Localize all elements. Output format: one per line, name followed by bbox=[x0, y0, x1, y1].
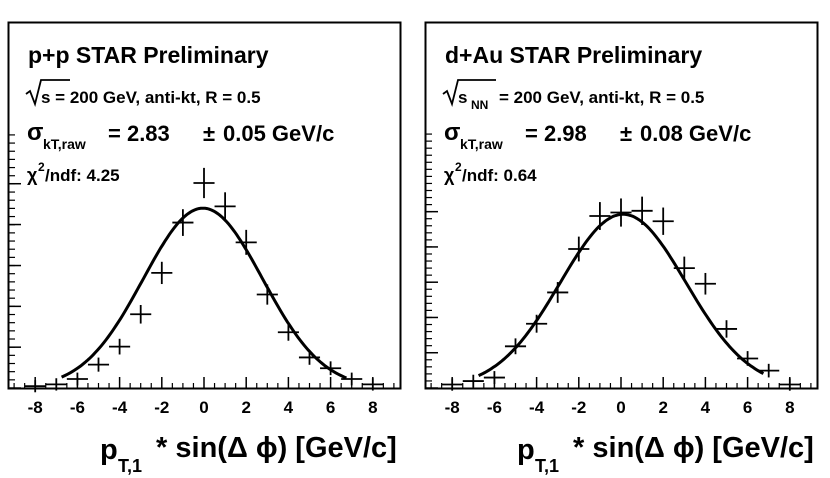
data-point bbox=[130, 304, 152, 324]
data-point bbox=[66, 372, 88, 386]
data-point bbox=[504, 338, 527, 355]
x-tick-label: 4 bbox=[701, 398, 711, 417]
data-point bbox=[589, 202, 611, 230]
data-point bbox=[87, 357, 110, 372]
pp-axes: -8 -6 -4 -2 0 2 4 6 8 bbox=[9, 134, 395, 417]
data-point bbox=[715, 320, 738, 338]
pp-chi2-label: χ 2 /ndf: 4.25 bbox=[27, 160, 120, 185]
fit-curve bbox=[477, 212, 765, 377]
pp-sigma-label: σ kT,raw = 2.83 ± 0.05 GeV/c bbox=[27, 119, 334, 152]
pp-sigma-sub: kT,raw bbox=[43, 136, 86, 152]
pp-data-marks bbox=[24, 167, 384, 393]
x-tick-label: -2 bbox=[154, 398, 169, 417]
x-tick-label: 8 bbox=[368, 398, 377, 417]
sqrt-icon bbox=[442, 79, 496, 107]
dau-chi2-symbol: χ bbox=[444, 165, 455, 185]
data-point bbox=[362, 378, 384, 391]
dau-energy-label: s NN = 200 GeV, anti-kt, R = 0.5 bbox=[442, 79, 704, 112]
x-tick-label: -8 bbox=[28, 398, 43, 417]
dau-sigma-label: σ kT,raw = 2.98 ± 0.08 GeV/c bbox=[444, 119, 751, 152]
data-point bbox=[694, 272, 716, 295]
pp-xlabel-p: p bbox=[100, 434, 118, 466]
dau-axes: -8 -6 -4 -2 0 2 4 6 8 bbox=[426, 133, 812, 417]
x-tick-label: -6 bbox=[487, 398, 502, 417]
dau-chi2-text: /ndf: 0.64 bbox=[462, 166, 537, 185]
pp-frame bbox=[7, 21, 402, 390]
data-point bbox=[779, 378, 801, 391]
dau-energy-text: = 200 GeV, anti-kt, R = 0.5 bbox=[499, 88, 704, 107]
x-tick-label: -6 bbox=[70, 398, 85, 417]
dau-chi2-sup: 2 bbox=[455, 160, 462, 174]
sqrt-icon bbox=[25, 79, 70, 107]
data-point bbox=[320, 361, 342, 376]
x-tick-label: 6 bbox=[743, 398, 752, 417]
dau-xlabel-sub: T,1 bbox=[535, 456, 559, 476]
data-point bbox=[277, 323, 299, 341]
data-point bbox=[673, 256, 695, 280]
x-tick-label: 6 bbox=[326, 398, 335, 417]
data-point bbox=[568, 236, 590, 262]
pp-chi2-text: /ndf: 4.25 bbox=[45, 166, 120, 185]
x-tick-label: 2 bbox=[241, 398, 250, 417]
pp-sigma-pm: ± bbox=[203, 121, 215, 146]
data-point bbox=[526, 314, 548, 333]
data-point bbox=[652, 207, 674, 235]
pp-chi2-sup: 2 bbox=[38, 160, 45, 174]
dau-energy-s: s bbox=[458, 88, 467, 107]
data-point bbox=[214, 192, 236, 221]
x-tick-label: 4 bbox=[284, 398, 294, 417]
data-point bbox=[631, 196, 653, 225]
data-point bbox=[758, 363, 780, 378]
dau-sigma-symbol: σ bbox=[444, 119, 460, 146]
data-point bbox=[610, 198, 632, 227]
x-tick-label: 2 bbox=[658, 398, 667, 417]
data-point bbox=[298, 350, 321, 365]
x-tick-label: -4 bbox=[112, 398, 128, 417]
dau-chi2-label: χ 2 /ndf: 0.64 bbox=[444, 160, 537, 185]
x-tick-label: 0 bbox=[616, 398, 625, 417]
data-point bbox=[462, 374, 484, 388]
data-point bbox=[441, 378, 463, 391]
x-tick-label: -2 bbox=[571, 398, 586, 417]
pp-xlabel-sub: T,1 bbox=[118, 456, 142, 476]
pp-energy-text: s = 200 GeV, anti-kt, R = 0.5 bbox=[41, 88, 261, 107]
dau-sigma-value: = 2.98 bbox=[525, 121, 587, 146]
dau-xlabel-rest: * sin(Δ ϕ) [GeV/c] bbox=[565, 432, 814, 464]
dau-xlabel-p: p bbox=[517, 434, 535, 466]
fit-curve bbox=[60, 206, 347, 380]
data-point bbox=[547, 282, 569, 303]
pp-energy-label: s = 200 GeV, anti-kt, R = 0.5 bbox=[25, 79, 261, 107]
dau-data-marks bbox=[441, 196, 801, 391]
x-tick-label: -8 bbox=[445, 398, 460, 417]
pp-title: p+p STAR Preliminary bbox=[28, 42, 269, 68]
data-point bbox=[109, 338, 131, 355]
data-point bbox=[737, 351, 759, 366]
dau-energy-sub: NN bbox=[471, 98, 488, 112]
pp-sigma-error: 0.05 GeV/c bbox=[223, 121, 334, 146]
dau-sigma-pm: ± bbox=[620, 121, 632, 146]
data-point bbox=[235, 229, 257, 255]
x-tick-label: 8 bbox=[785, 398, 794, 417]
data-point bbox=[151, 261, 173, 285]
data-point bbox=[172, 209, 194, 236]
data-point bbox=[483, 371, 505, 385]
data-point bbox=[341, 372, 363, 386]
pp-sigma-value: = 2.83 bbox=[108, 121, 170, 146]
pp-sigma-symbol: σ bbox=[27, 119, 43, 146]
dau-sigma-error: 0.08 GeV/c bbox=[640, 121, 751, 146]
dau-title: d+Au STAR Preliminary bbox=[445, 42, 702, 68]
dau-x-axis-label: p T,1 * sin(Δ ϕ) [GeV/c] bbox=[517, 432, 814, 476]
data-point bbox=[45, 378, 67, 391]
x-tick-label: -4 bbox=[529, 398, 545, 417]
x-tick-label: 0 bbox=[199, 398, 208, 417]
data-point bbox=[193, 167, 215, 199]
pp-x-axis-label: p T,1 * sin(Δ ϕ) [GeV/c] bbox=[100, 432, 397, 476]
data-point bbox=[24, 380, 46, 393]
pp-xlabel-rest: * sin(Δ ϕ) [GeV/c] bbox=[148, 432, 397, 464]
dau-sigma-sub: kT,raw bbox=[460, 136, 503, 152]
data-point bbox=[256, 284, 278, 305]
pp-chi2-symbol: χ bbox=[27, 165, 38, 185]
